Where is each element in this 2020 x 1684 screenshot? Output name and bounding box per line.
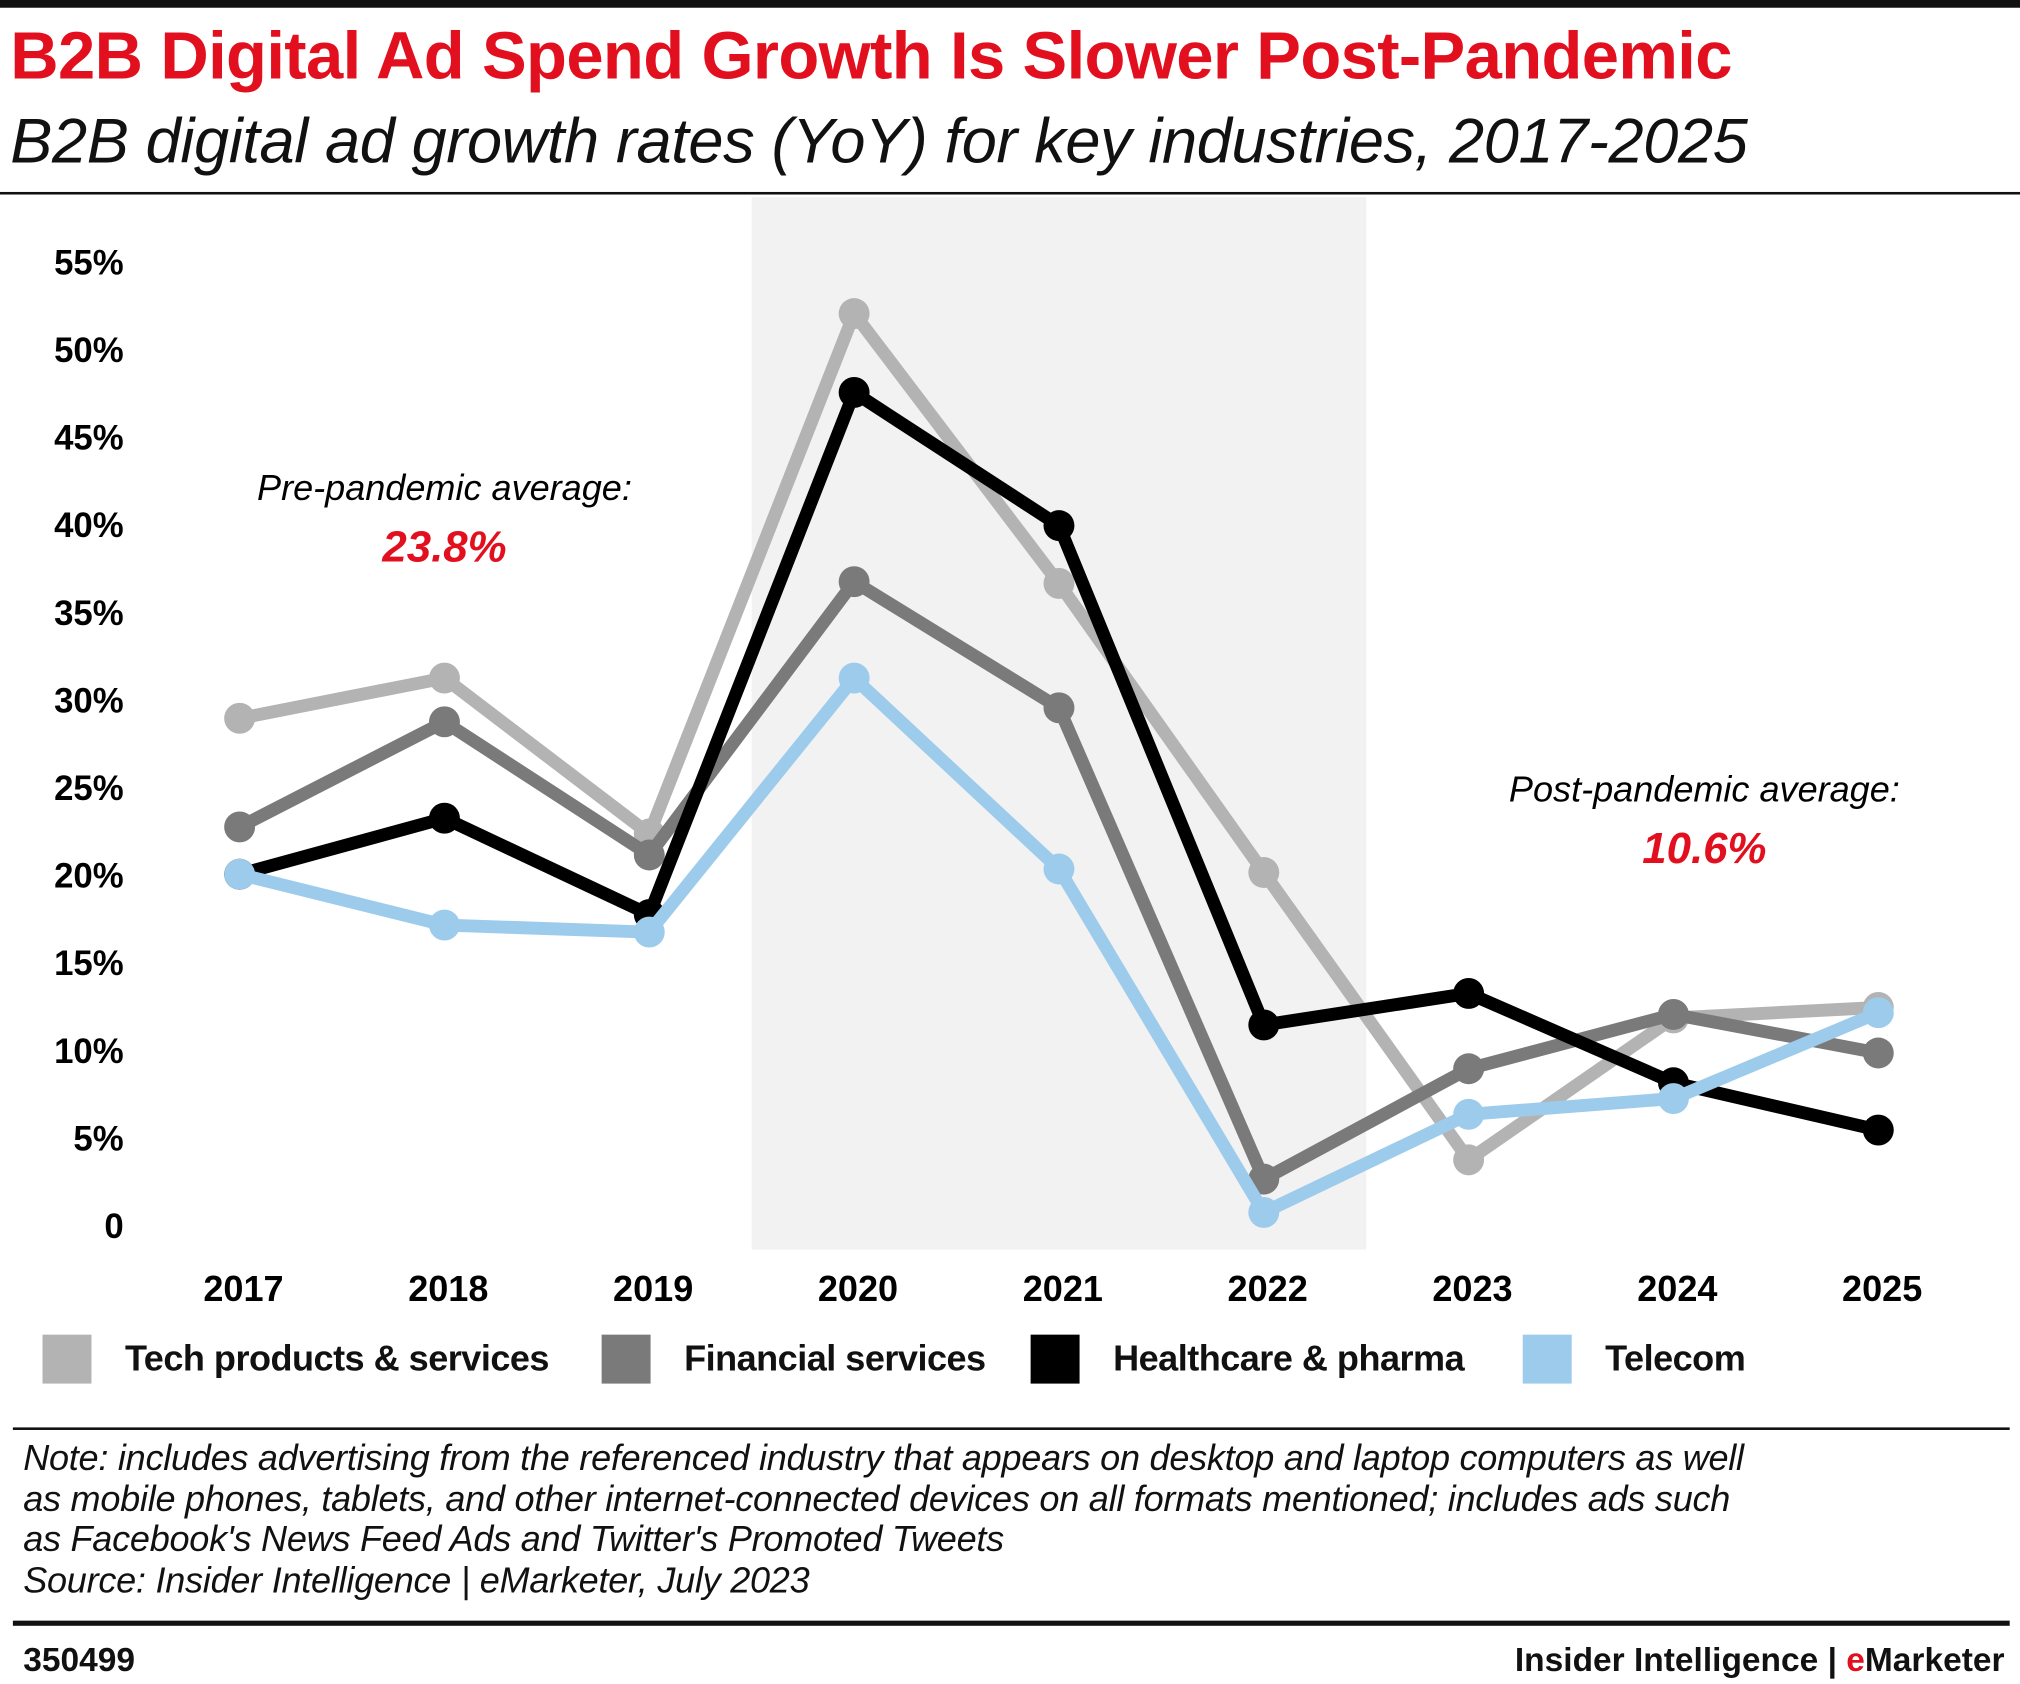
data-point	[838, 376, 870, 408]
x-tick-label: 2021	[1023, 1268, 1103, 1309]
note-rule	[12, 1427, 2010, 1430]
data-point	[1658, 1083, 1689, 1114]
legend-label: Tech products & services	[124, 1338, 550, 1379]
line-chart: 0 5% 10% 15% 20% 25% 30% 35% 40% 45% 50% 55% 2017 201…	[54, 197, 1922, 1309]
chart-id: 350499	[23, 1639, 135, 1679]
x-tick-label: 2017	[203, 1268, 283, 1309]
data-point	[1453, 1144, 1485, 1176]
data-point	[428, 909, 460, 941]
annotation-post-label: Post-pandemic average:	[1509, 768, 1900, 809]
data-point	[633, 916, 665, 948]
legend-item-telecom: Telecom	[1522, 1334, 1746, 1384]
annotation-pre-value: 23.8%	[381, 523, 506, 572]
x-tick-label: 2025	[1842, 1268, 1922, 1309]
data-point	[1043, 853, 1075, 885]
brand-logo: Insider Intelligence | eMarketer	[1514, 1639, 2005, 1679]
legend-label: Telecom	[1605, 1338, 1746, 1379]
annotation-pre-label: Pre-pandemic average:	[257, 467, 632, 508]
legend-swatch	[1030, 1334, 1080, 1384]
data-point	[1248, 1009, 1280, 1041]
chart-subtitle: B2B digital ad growth rates (YoY) for ke…	[10, 106, 1748, 177]
data-point	[1043, 692, 1075, 724]
note-line: Note: includes advertising from the refe…	[23, 1437, 1744, 1478]
data-point	[224, 702, 256, 734]
x-tick-label: 2023	[1432, 1268, 1512, 1309]
legend-label: Financial services	[684, 1338, 986, 1379]
data-point	[838, 298, 870, 330]
x-tick-label: 2019	[613, 1268, 693, 1309]
legend-item-healthcare: Healthcare & pharma	[1030, 1334, 1465, 1384]
legend-swatch	[601, 1334, 651, 1384]
y-tick-label: 55%	[54, 244, 124, 282]
data-point	[633, 839, 665, 871]
data-point	[428, 802, 460, 834]
data-point	[1248, 857, 1280, 888]
data-point	[1453, 1053, 1485, 1085]
legend-label: Healthcare & pharma	[1113, 1338, 1465, 1379]
legend-item-financial: Financial services	[601, 1334, 986, 1384]
title-rule	[0, 191, 2020, 195]
top-rule	[0, 0, 2020, 8]
data-point	[1248, 1163, 1280, 1195]
annotation-post-value: 10.6%	[1642, 824, 1766, 873]
note-line: as Facebook's News Feed Ads and Twitter'…	[23, 1518, 1004, 1559]
footer-rule	[12, 1620, 2010, 1626]
source-line: Source: Insider Intelligence | eMarketer…	[23, 1560, 810, 1601]
data-point	[1043, 567, 1075, 599]
y-tick-label: 50%	[54, 332, 124, 370]
data-point	[1658, 998, 1689, 1030]
x-tick-label: 2024	[1637, 1268, 1717, 1309]
legend-swatch	[1522, 1334, 1572, 1384]
y-tick-label: 30%	[54, 682, 124, 720]
data-point	[1862, 997, 1894, 1029]
y-tick-label: 10%	[54, 1033, 124, 1071]
chart-title: B2B Digital Ad Spend Growth Is Slower Po…	[10, 19, 1732, 95]
note-line: as mobile phones, tablets, and other int…	[23, 1478, 1731, 1519]
data-point	[838, 566, 870, 598]
x-tick-label: 2022	[1228, 1268, 1308, 1309]
data-point	[428, 662, 460, 694]
y-tick-label: 25%	[54, 770, 124, 808]
data-point	[224, 858, 256, 890]
legend-item-tech: Tech products & services	[42, 1334, 550, 1384]
data-point	[1453, 977, 1485, 1009]
x-tick-label: 2018	[408, 1268, 488, 1309]
x-tick-label: 2020	[818, 1268, 898, 1309]
data-point	[1453, 1098, 1485, 1130]
y-tick-label: 45%	[54, 420, 124, 458]
data-point	[1862, 1114, 1894, 1146]
y-tick-label: 20%	[54, 858, 124, 896]
data-point	[1862, 1037, 1894, 1069]
data-point	[1248, 1196, 1280, 1228]
y-tick-label: 40%	[54, 507, 124, 545]
y-tick-label: 15%	[54, 945, 124, 983]
y-tick-label: 0	[104, 1208, 123, 1246]
y-tick-label: 5%	[73, 1120, 123, 1158]
data-point	[428, 706, 460, 738]
y-tick-label: 35%	[54, 595, 124, 633]
data-point	[838, 662, 870, 694]
data-point	[1043, 510, 1075, 542]
data-point	[224, 811, 256, 843]
legend-swatch	[42, 1334, 92, 1384]
